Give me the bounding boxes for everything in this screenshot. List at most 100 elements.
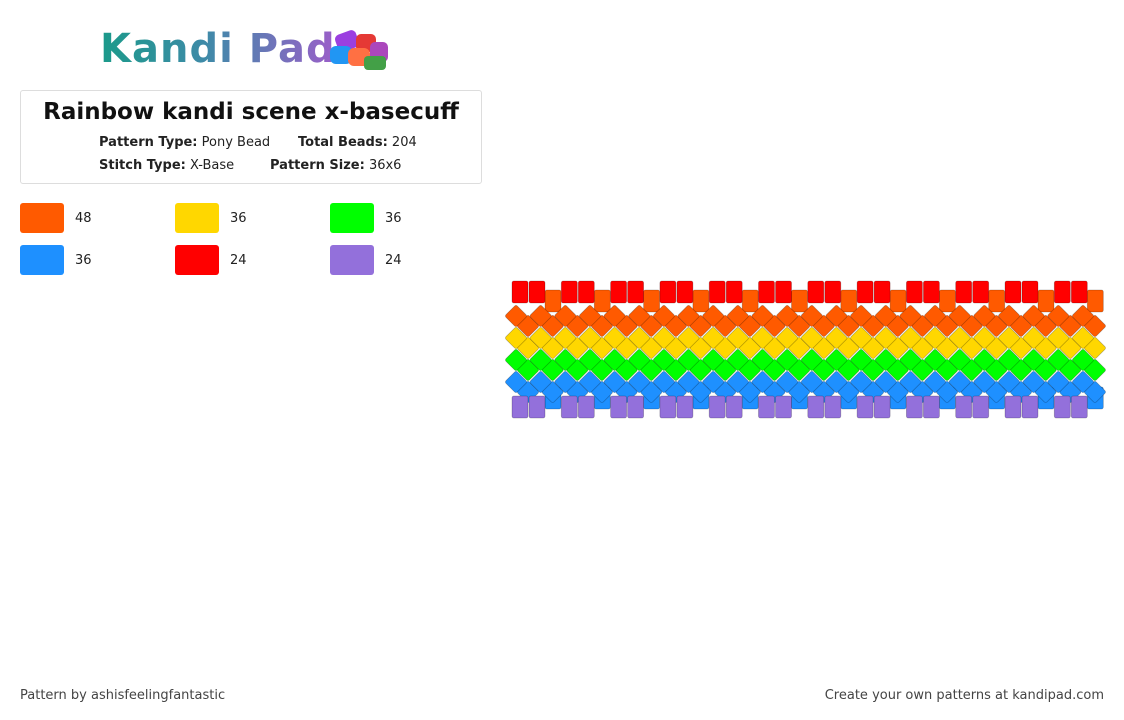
field-value: 204 [391, 135, 417, 150]
bead [505, 327, 527, 349]
bead [579, 371, 601, 393]
bead [1047, 349, 1070, 371]
bead [692, 289, 710, 313]
swatch-count: 24 [230, 253, 247, 268]
bead [1072, 305, 1094, 327]
swatch-count: 36 [385, 211, 402, 226]
swatch-count: 36 [230, 211, 247, 226]
bead [923, 280, 940, 304]
field-label: Total Beads: [298, 135, 388, 150]
field-label: Pattern Size: [270, 158, 365, 173]
field-label: Stitch Type: [99, 158, 186, 173]
bead [751, 327, 774, 349]
bead [653, 349, 675, 371]
bead [1022, 371, 1045, 393]
bead [579, 349, 601, 371]
bead [1047, 327, 1070, 349]
bead [800, 327, 823, 349]
bead [899, 327, 922, 349]
bead [775, 280, 792, 304]
footer-author: Pattern by ashisfeelingfantastic [20, 688, 226, 703]
bead [924, 327, 946, 349]
bead [874, 371, 897, 393]
bead [1004, 280, 1022, 304]
swatch [20, 245, 64, 275]
bead [603, 305, 626, 327]
bead [708, 395, 726, 419]
pattern-title: Rainbow kandi scene x-basecuff [43, 99, 459, 125]
bead [528, 395, 546, 419]
bead [807, 395, 825, 419]
bead [560, 395, 578, 419]
bead [824, 280, 842, 304]
bead [1021, 280, 1039, 304]
bead [628, 371, 651, 393]
bead [948, 327, 971, 349]
bead [702, 327, 725, 349]
bead [1004, 395, 1022, 419]
swatch [330, 245, 374, 275]
bead [1022, 327, 1045, 349]
bead [726, 327, 749, 349]
field: Total Beads: 204 [298, 135, 417, 150]
bead [708, 280, 726, 304]
swatch [175, 245, 219, 275]
bead [529, 349, 552, 371]
bead [874, 327, 897, 349]
bead [702, 349, 725, 371]
bead [998, 349, 1020, 371]
bead [791, 289, 808, 313]
bead [955, 280, 973, 304]
bead [948, 349, 971, 371]
bead [726, 305, 749, 327]
bead [800, 371, 823, 393]
bead [775, 395, 792, 419]
field-value: X-Base [190, 158, 235, 173]
bead [1072, 349, 1094, 371]
logo[interactable]: Kandi Pad [100, 26, 410, 76]
bead [873, 395, 891, 419]
bead [1047, 371, 1070, 393]
logo-icon [330, 30, 388, 70]
bead [939, 289, 956, 313]
bead [1022, 349, 1045, 371]
bead [725, 280, 743, 304]
bead [800, 305, 823, 327]
field: Pattern Size: 36x6 [270, 158, 401, 173]
bead [924, 371, 946, 393]
bead [653, 327, 675, 349]
field: Pattern Type: Pony Bead [99, 135, 270, 150]
bead [610, 280, 627, 304]
field-label: Pattern Type: [99, 135, 198, 150]
bead [676, 280, 694, 304]
bead [511, 395, 529, 419]
bead [677, 349, 700, 371]
bead [528, 280, 546, 304]
bead [906, 395, 923, 419]
bead [511, 280, 529, 304]
bead [1047, 305, 1070, 327]
bead [1070, 395, 1088, 419]
bead [741, 289, 759, 313]
bead [726, 371, 749, 393]
bead [579, 305, 601, 327]
bead [627, 280, 644, 304]
bead [610, 395, 627, 419]
bead [751, 371, 774, 393]
bead [998, 371, 1020, 393]
bead [973, 371, 996, 393]
bead [603, 327, 626, 349]
bead [998, 305, 1020, 327]
bead [677, 371, 700, 393]
bead [873, 280, 891, 304]
bead [529, 371, 552, 393]
bead [1021, 395, 1039, 419]
bead [676, 395, 694, 419]
bead [1086, 289, 1104, 313]
footer-cta[interactable]: Create your own patterns at kandipad.com [824, 688, 1104, 703]
bead [923, 395, 940, 419]
bead [850, 305, 872, 327]
bead [725, 395, 743, 419]
bead [529, 327, 552, 349]
